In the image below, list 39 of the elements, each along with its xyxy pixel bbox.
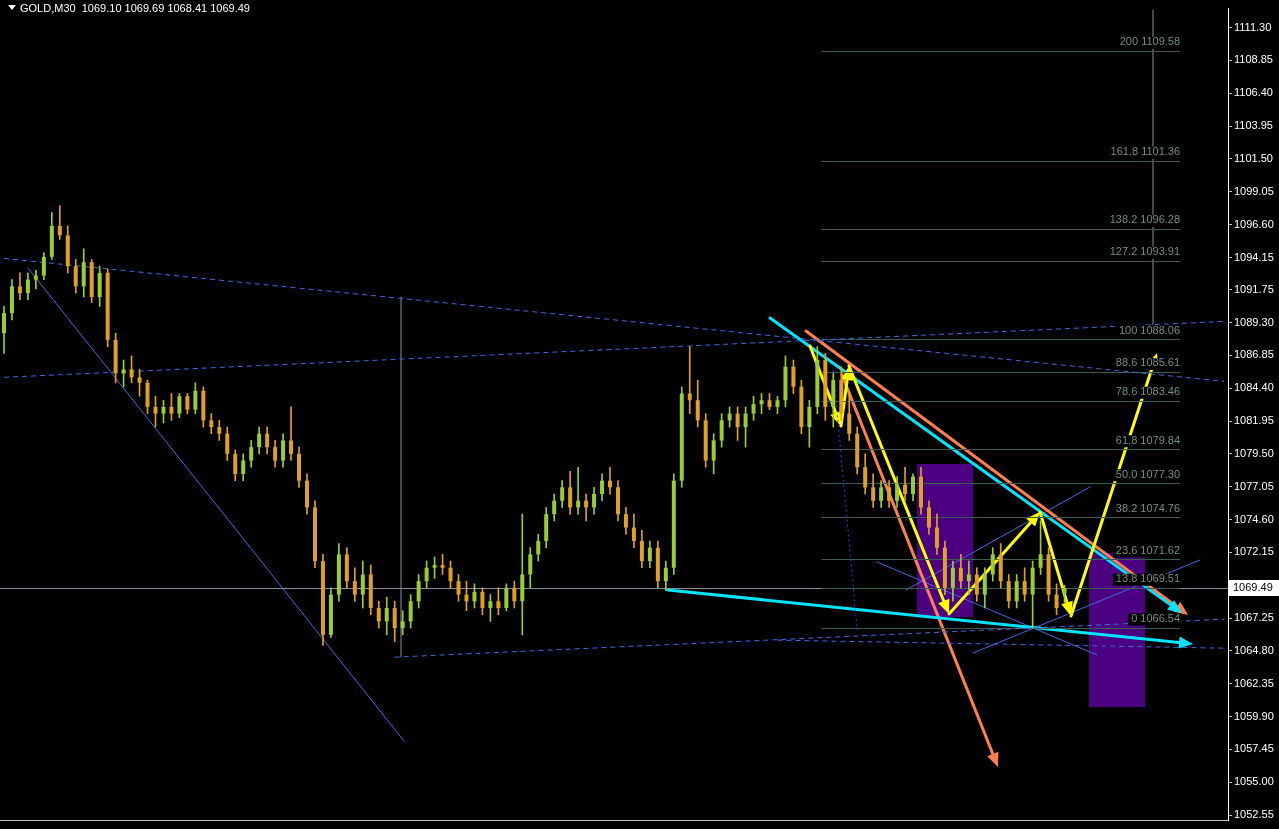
y-tick-label: 1103.95 xyxy=(1234,119,1273,132)
y-tick-label: 1091.75 xyxy=(1234,282,1274,295)
ref-line-label: 23.6 1071.62 xyxy=(1115,543,1181,556)
y-tick-label: 1099.05 xyxy=(1234,184,1274,197)
y-tick-label: 1081.95 xyxy=(1234,414,1274,427)
chart-title: GOLD,M30 1069.10 1069.69 1068.41 1069.49 xyxy=(20,2,250,14)
y-tick-label: 1074.60 xyxy=(1234,512,1274,525)
y-tick-label: 1106.40 xyxy=(1234,86,1273,99)
ref-line-label: 138.2 1096.28 xyxy=(1109,213,1181,226)
y-tick-label: 1094.15 xyxy=(1234,250,1274,263)
y-tick-label: 1089.30 xyxy=(1234,315,1274,328)
ref-line-label: 127.2 1093.91 xyxy=(1109,245,1181,258)
ref-line-label: 200 1109.58 xyxy=(1119,35,1181,48)
y-tick-label: 1055.00 xyxy=(1234,775,1274,788)
ref-line-label: 1069.49 xyxy=(1233,581,1273,594)
ref-line-label: 88.6 1085.61 xyxy=(1115,356,1181,369)
y-tick-label: 1057.45 xyxy=(1234,742,1274,755)
ref-line-label: 0 1066.54 xyxy=(1131,612,1181,625)
y-tick-label: 1059.90 xyxy=(1234,709,1274,722)
ref-line-label: 13.8 1069.51 xyxy=(1115,572,1181,585)
y-tick-label: 1062.35 xyxy=(1234,676,1274,689)
ref-line-label: 78.6 1083.46 xyxy=(1115,385,1181,398)
y-tick-label: 1072.15 xyxy=(1234,545,1274,558)
y-tick-label: 1096.60 xyxy=(1234,217,1274,230)
y-tick-label: 1079.50 xyxy=(1234,446,1274,459)
ref-line-label: 161.8 1101.36 xyxy=(1110,145,1181,158)
y-tick-label: 1084.40 xyxy=(1234,381,1274,394)
ref-line-label: 38.2 1074.76 xyxy=(1115,501,1181,514)
ref-line-label: 61.8 1079.84 xyxy=(1115,433,1181,446)
y-tick-label: 1052.55 xyxy=(1234,808,1274,821)
y-tick-label: 1111.30 xyxy=(1234,20,1272,33)
y-tick-label: 1108.85 xyxy=(1234,53,1273,66)
ref-line-label: 50.0 1077.30 xyxy=(1115,467,1181,480)
y-tick-label: 1086.85 xyxy=(1234,348,1274,361)
y-tick-label: 1101.50 xyxy=(1234,152,1273,165)
y-tick-label: 1067.25 xyxy=(1234,611,1274,624)
y-tick-label: 1064.80 xyxy=(1234,643,1274,656)
ref-line-label: 100 1088.06 xyxy=(1118,323,1181,336)
y-tick-label: 1077.05 xyxy=(1234,479,1274,492)
